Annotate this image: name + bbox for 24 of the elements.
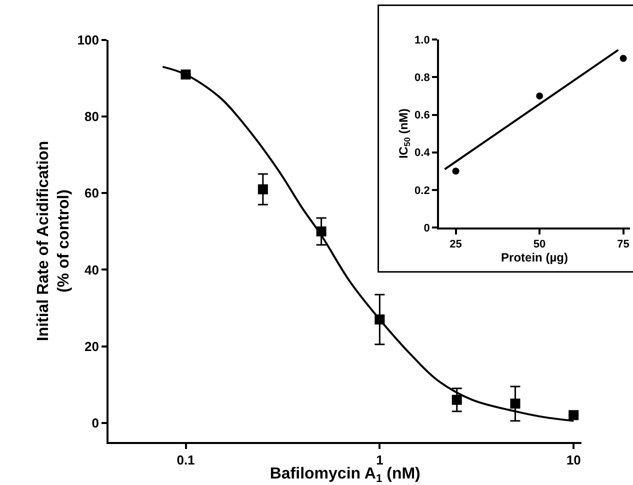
x-tick-label: 0.1 xyxy=(176,452,195,468)
x-tick-label: 10 xyxy=(566,452,581,468)
point xyxy=(536,92,544,100)
y-tick-label: 0.4 xyxy=(414,147,431,160)
y-tick-label: 1.0 xyxy=(414,34,430,46)
y-tick-label: 0.8 xyxy=(414,72,430,84)
point xyxy=(620,54,627,62)
y-tick-label: 40 xyxy=(84,262,99,278)
y-tick-label: 20 xyxy=(84,338,99,354)
y-tick-label: 100 xyxy=(77,32,99,48)
y-tick-label: 60 xyxy=(84,186,99,201)
x-axis-title: Protein (µg) xyxy=(501,250,568,265)
x-tick-label: 1 xyxy=(376,452,384,468)
y-axis-title: Initial Rate of Acidification (% of control) xyxy=(34,140,73,342)
y-tick-label: 0 xyxy=(92,415,99,430)
y-tick-label: 0.2 xyxy=(414,184,430,197)
x-axis-title: Bafilomycin A$_{1}$ (nM) xyxy=(270,466,420,485)
y-tick-label: 0 xyxy=(424,222,430,234)
x-tick-label: 25 xyxy=(450,238,462,251)
x-tick-label: 50 xyxy=(533,238,546,251)
y-tick-label: 80 xyxy=(84,109,99,124)
point xyxy=(452,168,460,175)
y-tick-label: 0.6 xyxy=(414,110,430,122)
x-tick-label: 75 xyxy=(617,238,630,251)
